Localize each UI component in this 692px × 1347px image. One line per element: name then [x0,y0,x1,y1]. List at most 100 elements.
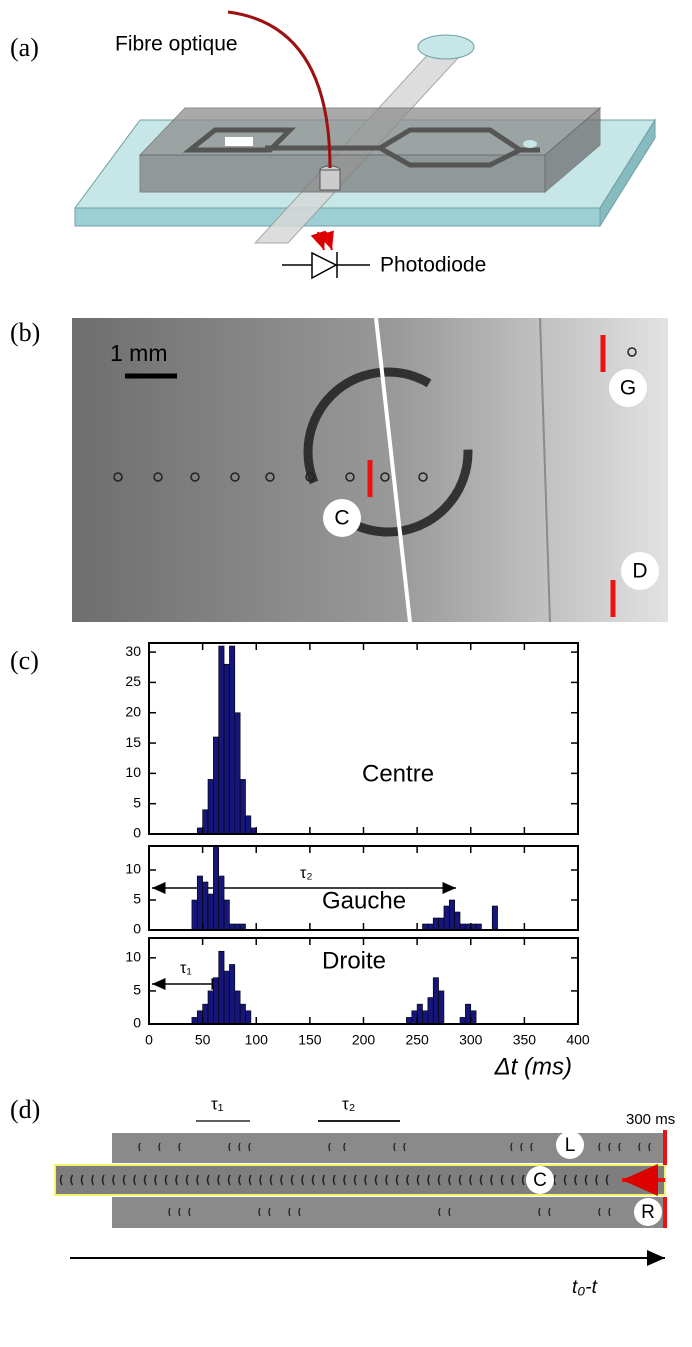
y-tick-label: 10 [125,764,141,780]
bar [234,712,241,835]
trace-centre [54,1164,666,1196]
bar [454,911,461,931]
interval-label: τ₂ [342,1094,355,1113]
x-tick-label: 0 [145,1032,153,1048]
panel-label: (c) [10,646,39,675]
bar [239,1003,246,1025]
interval-label: τ₁ [211,1094,224,1113]
bar [223,663,230,835]
bar [470,1010,477,1025]
droplet [380,472,390,482]
edge [539,317,551,623]
droplet-tick [608,1142,611,1152]
y-tick-label: 0 [133,825,141,841]
annotation: Centre [362,760,434,787]
droplet-tick [427,1174,431,1186]
y-tick-label: 10 [125,949,141,965]
droplet-tick [248,1142,251,1152]
fibre-shadow [374,317,412,623]
row-label: R [641,1202,655,1223]
droplet-tick [479,1174,483,1186]
droplet-tick [301,1174,305,1186]
droplet [153,472,163,482]
bar [245,1010,252,1025]
droplet-tick [112,1174,116,1186]
droplet-tick [248,1174,252,1186]
y-tick-label: 5 [133,794,141,810]
bar [411,1010,418,1025]
scale-label: 300 ms [626,1111,675,1128]
row-label: L [565,1135,576,1156]
reservoir [225,137,253,146]
bar [438,917,445,931]
droplet-tick [133,1174,137,1186]
bar [465,1003,472,1025]
panel-c: (c) Centre Gauche τ₂ Droite τ₁ 0 5 10 15 20 2… [10,642,590,1080]
bar [416,1003,423,1025]
bar [218,645,225,835]
droplet-tick [298,1207,301,1217]
bar [218,950,225,1025]
droplet [265,472,275,482]
droplet-tick [206,1174,210,1186]
bar [191,899,198,931]
droplet-tick [227,1174,231,1186]
droplet [190,472,200,482]
droplet-tick [364,1174,368,1186]
droplet-tick [188,1207,191,1217]
channel [182,127,297,153]
droplet-tick [448,1174,452,1186]
droplet-tick [510,1142,513,1152]
droplet-tick [332,1174,336,1186]
droplet-tick [280,1174,284,1186]
bar [438,990,445,1025]
droplet-tick [138,1142,141,1152]
bar [432,977,439,1025]
annotation: Gauche [322,887,406,914]
droplet-tick [164,1174,168,1186]
x-tick-label: 250 [405,1032,429,1048]
droplet-tick [70,1174,74,1186]
droplet-tick [343,1174,347,1186]
droplet-tick [178,1207,181,1217]
x-axis-label: Δt (ms) [494,1053,572,1080]
bar [196,875,203,931]
bar [239,779,246,835]
panel-label: (b) [10,318,40,347]
droplet-tick [353,1174,357,1186]
droplet-tick [322,1174,326,1186]
y-tick-label: 30 [125,643,141,659]
x-tick-label: 200 [352,1032,376,1048]
y-tick-label: 10 [125,861,141,877]
fibre-label: Fibre optique [115,33,238,56]
droplet-tick [175,1174,179,1186]
fibre [227,10,332,169]
panel-d: (d) τ₁ τ₂ 300 ms L C R t₀-t [10,1094,675,1298]
x-tick-label: 400 [566,1032,590,1048]
droplet-tick [196,1174,200,1186]
droplet-tick [238,1174,242,1186]
droplet-tick [511,1174,515,1186]
row-label: C [533,1170,547,1191]
panel-b: (b) G C D 1 mm [10,317,668,623]
bar [432,917,439,931]
droplet-tick [154,1174,158,1186]
disk [417,34,475,60]
x-tick-label: 100 [245,1032,269,1048]
droplet-tick [448,1207,451,1217]
bar [202,881,209,931]
annotation: τ₂ [300,865,313,882]
scale-label: 1 mm [110,340,168,366]
bar [207,990,214,1025]
droplet-tick [648,1142,651,1152]
panel-a: (a) Fibre optique Photodiode [10,10,656,280]
droplet-tick [538,1207,541,1217]
bubble-ring [303,367,473,537]
glass-edge [74,207,601,227]
panel-label: (d) [10,1095,40,1124]
light-arrow [310,230,326,251]
time-label: t₀-t [572,1277,598,1298]
lens [319,169,341,191]
droplet-tick [393,1142,396,1152]
